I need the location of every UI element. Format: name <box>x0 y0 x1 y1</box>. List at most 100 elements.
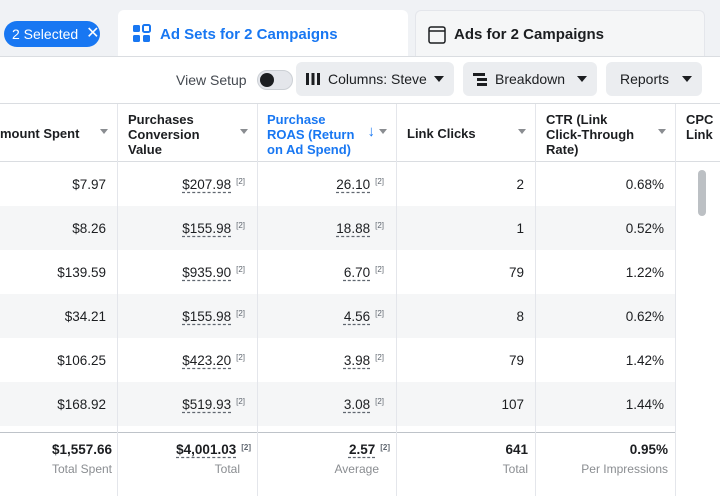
cell-roas[interactable]: 3.08 [2] <box>258 382 397 426</box>
cell-amount-spent: $168.92 <box>57 396 106 412</box>
total-ctr: 0.95% Per Impressions <box>536 433 676 495</box>
cell-amount-spent: $7.97 <box>72 176 106 192</box>
chevron-down-icon[interactable] <box>240 129 248 134</box>
toolbar: View Setup Columns: Steve Breakdown Repo… <box>0 57 720 103</box>
cell-conversion-value[interactable]: $155.98 [2] <box>118 294 258 338</box>
footnote-marker: [2] <box>236 221 245 230</box>
column-header-amount-spent[interactable]: mount Spent <box>0 104 118 162</box>
reports-label: Reports <box>620 71 670 87</box>
cell-roas[interactable]: 4.56 [2] <box>258 294 397 338</box>
chevron-down-icon[interactable] <box>100 129 108 134</box>
column-header-cpc[interactable]: CPC Link <box>676 104 720 162</box>
cell-amount-spent: $139.59 <box>57 264 106 280</box>
total-value-wrap: $4,001.03 [2] <box>118 442 252 457</box>
cell-conversion-value[interactable]: $155.98 [2] <box>118 206 258 250</box>
close-icon[interactable]: ✕ <box>86 25 100 42</box>
view-setup-toggle[interactable] <box>256 70 293 90</box>
tab-strip: 2 Selected ✕ Ad Sets for 2 Campaigns Ads… <box>0 0 720 58</box>
selected-pill[interactable]: 2 Selected ✕ <box>4 21 100 47</box>
cell-link-clicks: 8 <box>516 308 524 324</box>
conversion-value-link[interactable]: $155.98 <box>182 220 232 236</box>
roas-link[interactable]: 4.56 <box>343 308 371 324</box>
selected-label: 2 Selected <box>12 26 79 42</box>
roas-link[interactable]: 6.70 <box>343 264 371 280</box>
chevron-down-icon[interactable] <box>379 129 387 134</box>
total-amount-spent: $1,557.66 Total Spent <box>0 433 118 495</box>
column-cpc: CPC Link <box>676 104 720 496</box>
view-setup[interactable]: View Setup <box>176 70 293 90</box>
columns-button[interactable]: Columns: Steve <box>296 62 454 96</box>
tab-ads[interactable]: Ads for 2 Campaigns <box>415 10 705 58</box>
footnote-marker: [2] <box>375 177 384 186</box>
total-conversion-value: $4,001.03 [2] Total <box>118 433 258 495</box>
conversion-value-link[interactable]: $207.98 <box>182 176 232 192</box>
chevron-down-icon <box>577 76 587 82</box>
total-link-clicks: 641 Total <box>397 433 536 495</box>
footnote-marker: [2] <box>375 397 384 406</box>
roas-link[interactable]: 3.98 <box>343 352 371 368</box>
breakdown-label: Breakdown <box>495 71 566 87</box>
total-value: 0.95% <box>629 442 668 457</box>
cell-ctr: 1.42% <box>625 352 664 368</box>
column-divider[interactable] <box>117 104 118 496</box>
roas-link[interactable]: 26.10 <box>336 176 371 192</box>
cell-ctr: 1.44% <box>625 396 664 412</box>
total-roas: 2.57 [2] Average <box>258 433 397 495</box>
cell-conversion-value[interactable]: $207.98 [2] <box>118 162 258 206</box>
total-label: Total Spent <box>51 462 112 476</box>
column-divider[interactable] <box>535 104 536 496</box>
sort-descending-icon[interactable]: ↓ <box>367 123 376 140</box>
table-row[interactable]: $34.21 $155.98 [2] 4.56 [2] 8 0.62% <box>0 294 676 338</box>
total-label: Average <box>334 462 379 476</box>
cell-roas[interactable]: 3.98 [2] <box>258 338 397 382</box>
cell-roas[interactable]: 6.70 [2] <box>258 250 397 294</box>
cell-conversion-value[interactable]: $935.90 [2] <box>118 250 258 294</box>
tab-ad-sets-label: Ad Sets for 2 Campaigns <box>160 25 338 43</box>
cell-ctr: 0.52% <box>625 220 664 236</box>
cell-conversion-value[interactable]: $519.93 [2] <box>118 382 258 426</box>
conversion-value-link[interactable]: $155.98 <box>182 308 232 324</box>
cell-roas[interactable]: 26.10 [2] <box>258 162 397 206</box>
total-value[interactable]: 2.57 <box>348 442 376 457</box>
totals-row: $1,557.66 Total Spent $4,001.03 [2] Total… <box>0 432 676 494</box>
conversion-value-link[interactable]: $935.90 <box>182 264 232 280</box>
table-row[interactable]: $139.59 $935.90 [2] 6.70 [2] 79 1.22% <box>0 250 676 294</box>
total-value[interactable]: $4,001.03 <box>176 442 237 457</box>
column-header-label: CPC Link <box>686 112 714 142</box>
total-value: 641 <box>505 442 528 457</box>
table-row[interactable]: $8.26 $155.98 [2] 18.88 [2] 1 0.52% <box>0 206 676 250</box>
columns-icon <box>306 73 320 85</box>
table-row[interactable]: $7.97 $207.98 [2] 26.10 [2] 2 0.68% <box>0 162 676 206</box>
column-header-roas[interactable]: Purchase ROAS (Return on Ad Spend) ↓ <box>258 104 397 162</box>
conversion-value-link[interactable]: $423.20 <box>182 352 232 368</box>
footnote-marker: [2] <box>236 309 245 318</box>
chevron-down-icon[interactable] <box>518 129 526 134</box>
roas-link[interactable]: 3.08 <box>343 396 371 412</box>
footnote-marker: [2] <box>375 221 384 230</box>
vertical-scrollbar[interactable] <box>698 170 706 216</box>
conversion-value-link[interactable]: $519.93 <box>182 396 232 412</box>
footnote-marker: [2] <box>380 443 390 452</box>
column-header-conversion-value[interactable]: Purchases Conversion Value <box>118 104 258 162</box>
footnote-marker: [2] <box>236 177 245 186</box>
total-label: Per Impressions <box>581 462 668 476</box>
table-row[interactable]: $168.92 $519.93 [2] 3.08 [2] 107 1.44% <box>0 382 676 426</box>
table-panel: View Setup Columns: Steve Breakdown Repo… <box>0 56 720 496</box>
table-row[interactable]: $106.25 $423.20 [2] 3.98 [2] 79 1.42% <box>0 338 676 382</box>
chevron-down-icon[interactable] <box>658 129 666 134</box>
cell-ctr: 1.22% <box>625 264 664 280</box>
column-header-link-clicks[interactable]: Link Clicks <box>397 104 536 162</box>
breakdown-button[interactable]: Breakdown <box>463 62 597 96</box>
cell-roas[interactable]: 18.88 [2] <box>258 206 397 250</box>
tab-ad-sets[interactable]: Ad Sets for 2 Campaigns <box>118 10 408 58</box>
footnote-marker: [2] <box>375 353 384 362</box>
column-divider[interactable] <box>257 104 258 496</box>
chevron-down-icon <box>682 76 692 82</box>
reports-button[interactable]: Reports <box>606 62 702 96</box>
roas-link[interactable]: 18.88 <box>336 220 371 236</box>
column-divider[interactable] <box>396 104 397 496</box>
column-divider[interactable] <box>675 104 676 496</box>
column-header-ctr[interactable]: CTR (Link Click-Through Rate) <box>536 104 676 162</box>
cell-conversion-value[interactable]: $423.20 [2] <box>118 338 258 382</box>
footnote-marker: [2] <box>241 443 251 452</box>
